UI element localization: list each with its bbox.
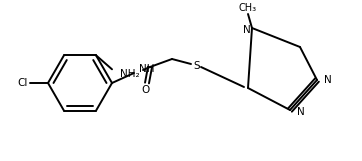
Text: Cl: Cl	[18, 78, 28, 88]
Text: N: N	[243, 25, 251, 35]
Text: NH₂: NH₂	[120, 69, 140, 79]
Text: CH₃: CH₃	[239, 3, 257, 13]
Text: O: O	[141, 85, 149, 95]
Text: N: N	[324, 75, 332, 85]
Text: N: N	[297, 107, 305, 117]
Text: NH: NH	[139, 64, 155, 74]
Text: S: S	[194, 61, 200, 71]
